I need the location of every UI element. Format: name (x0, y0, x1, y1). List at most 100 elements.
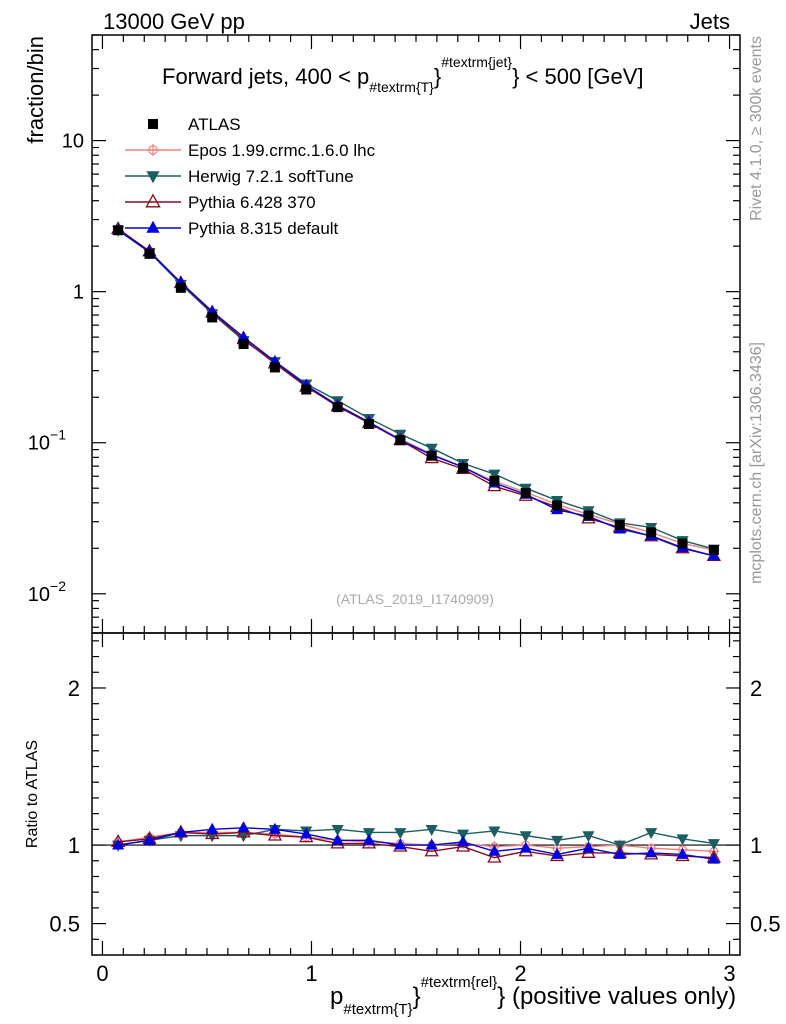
ratio-xlabel: p#textrm{T}}#textrm{rel}} (positive valu… (330, 974, 736, 1018)
main-series (110, 221, 722, 561)
main-ytick-base: 10 (28, 584, 50, 606)
data-point (206, 822, 219, 834)
data-point (426, 450, 437, 461)
main-title-sub: #textrm{T} (369, 79, 434, 95)
data-point (489, 475, 500, 486)
legend-entry: Pythia 6.428 370 (125, 193, 316, 212)
data-point (331, 833, 344, 845)
main-series-line (117, 228, 715, 557)
xlabel-main: p (330, 983, 343, 1010)
data-point (520, 487, 531, 498)
main-series (112, 225, 720, 556)
xlabel-sup: #textrm{rel} (421, 974, 498, 991)
main-title-end: } < 500 [GeV] (512, 64, 643, 89)
ratio-series-line (118, 827, 714, 860)
data-point (267, 827, 283, 841)
data-point (113, 225, 124, 236)
ratio-series (112, 824, 720, 852)
data-point (519, 841, 532, 853)
main-ytick-exp: −2 (50, 578, 66, 594)
legend-entry: Pythia 8.315 default (125, 219, 339, 238)
data-point (676, 834, 689, 846)
main-series (113, 225, 719, 555)
main-ytick-exp: −1 (50, 427, 66, 443)
data-point (394, 828, 407, 840)
data-point (269, 362, 280, 373)
data-point (174, 825, 187, 837)
legend-label: Herwig 7.2.1 softTune (188, 167, 354, 186)
data-point (645, 846, 658, 858)
ratio-panel-frame (91, 632, 741, 956)
legend-entry: Epos 1.99.crmc.1.6.0 lhc (125, 141, 376, 160)
data-point (707, 852, 720, 864)
legend: ATLAS Epos 1.99.crmc.1.6.0 lhc Herwig 7.2.… (125, 115, 376, 238)
data-point (147, 144, 159, 156)
data-point (583, 510, 594, 521)
ratio-series (112, 821, 720, 864)
main-ytick-label: 1 (73, 282, 84, 304)
ratio-ytick-label: 0.5 (49, 912, 80, 937)
data-point (237, 330, 250, 342)
main-series (112, 222, 720, 556)
data-point (112, 838, 125, 850)
ratio-ylabel: Ratio to ATLAS (24, 740, 41, 848)
main-series-line (117, 229, 715, 550)
main-ytick-label: 10−1 (28, 427, 66, 455)
main-title: Forward jets, 400 < p#textrm{T}}#textrm{… (162, 54, 644, 95)
main-data (110, 221, 722, 561)
data-point (708, 544, 719, 555)
data-point (394, 838, 407, 850)
data-point (582, 841, 595, 853)
ratio-ytick-label: 2 (68, 676, 80, 701)
data-point (425, 838, 438, 850)
data-point (551, 835, 564, 847)
data-point (300, 827, 313, 839)
data-point (268, 822, 281, 834)
analysis-watermark: (ATLAS_2019_I1740909) (336, 591, 494, 607)
data-point (332, 402, 343, 413)
legend-label: Pythia 6.428 370 (188, 193, 316, 212)
main-title-start: Forward jets, 400 < p (162, 64, 369, 89)
data-point (645, 828, 658, 840)
legend-label: ATLAS (188, 115, 241, 134)
data-point (175, 282, 186, 293)
main-series-line (117, 229, 715, 557)
data-point (458, 463, 469, 474)
side-text-upper: Rivet 4.1.0, ≥ 300k events (748, 36, 765, 221)
main-ytick-label: 10 (62, 131, 84, 153)
data-point (677, 538, 688, 549)
ratio-ytick-label: 1 (68, 833, 80, 858)
xlabel-sub: #textrm{T} (343, 1001, 412, 1018)
ratio-ytick-label-right: 0.5 (750, 912, 781, 937)
data-point (362, 828, 376, 840)
legend-entry: Herwig 7.2.1 softTune (125, 167, 354, 186)
data-point (646, 527, 657, 538)
ratio-ytick-label-right: 2 (750, 676, 762, 701)
data-point (207, 312, 218, 323)
main-series-line (117, 227, 715, 551)
data-point (146, 220, 160, 233)
data-point (552, 500, 563, 511)
data-point (145, 193, 161, 208)
data-point (144, 248, 155, 259)
ratio-xtick-label: 2 (514, 961, 526, 986)
data-point (424, 843, 439, 857)
data-point (237, 821, 250, 833)
main-title-brace: } (434, 64, 441, 89)
data-point (614, 520, 625, 531)
main-series (112, 223, 720, 561)
ratio-xtick-label: 3 (723, 961, 735, 986)
xlabel-brace: } (413, 983, 421, 1010)
main-title-sup: #textrm{jet} (441, 54, 512, 70)
header-left: 13000 GeV pp (103, 9, 245, 34)
main-ytick-base: 10 (28, 433, 50, 455)
side-text-lower: mcplots.cern.ch [arXiv:1306.3436] (748, 342, 765, 584)
ratio-ytick-label-right: 1 (750, 833, 762, 858)
legend-label: Pythia 8.315 default (188, 219, 339, 238)
data-point (362, 833, 376, 845)
data-point (582, 831, 595, 843)
data-point (488, 844, 501, 856)
ratio-xtick-label: 1 (305, 961, 317, 986)
